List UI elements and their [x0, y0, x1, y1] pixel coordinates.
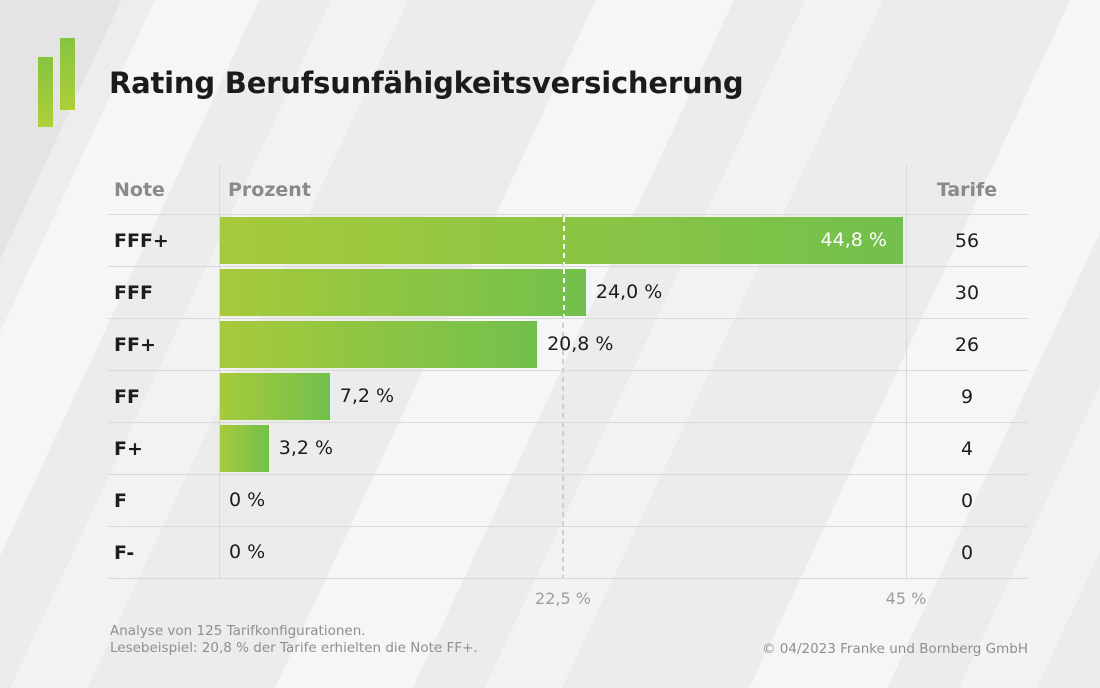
footnote-line2: Lesebeispiel: 20,8 % der Tarife erhielte…	[110, 640, 478, 656]
table-row: F- 0 % 0	[108, 527, 1028, 579]
rating-bar	[220, 373, 330, 420]
table-rows: FFF+ 44,8 % 56 FFF 24,0 % 30 FF+ 20,8 %	[108, 215, 1028, 579]
gridline-overlay	[562, 217, 565, 264]
footnote-line1: Analyse von 125 Tarifkonfigurationen.	[110, 623, 366, 639]
tarife-value: 30	[954, 281, 980, 304]
bar-cell: 0 %	[220, 475, 906, 526]
header-note: Note	[114, 178, 165, 201]
column-separator-note	[219, 165, 220, 579]
note-label: F-	[114, 541, 135, 564]
bar-cell: 20,8 %	[220, 319, 906, 370]
rating-table: Note Prozent Tarife FFF+ 44,8 % 56 FFF 2…	[108, 165, 1028, 608]
gridline-overlay	[562, 269, 565, 316]
copyright: © 04/2023 Franke und Bornberg GmbH	[761, 641, 1028, 657]
rating-bar	[220, 321, 538, 368]
axis-tick: 22,5 %	[535, 589, 591, 608]
bar-cell: 7,2 %	[220, 371, 906, 422]
note-label: FF	[114, 385, 140, 408]
table-row: FFF 24,0 % 30	[108, 267, 1028, 319]
note-cell: F-	[108, 527, 219, 578]
logo-bar-left-icon	[38, 57, 53, 127]
percent-label: 20,8 %	[547, 333, 614, 355]
note-cell: FFF	[108, 267, 219, 318]
note-label: FFF+	[114, 229, 169, 252]
table-header: Note Prozent Tarife	[108, 165, 1028, 215]
rating-bar	[220, 425, 269, 472]
table-row: F+ 3,2 % 4	[108, 423, 1028, 475]
bar-cell: 0 %	[220, 527, 906, 578]
note-cell: F	[108, 475, 219, 526]
column-separator-tarife	[906, 165, 907, 579]
tarife-cell: 30	[906, 267, 1028, 318]
axis-tick: 45 %	[885, 589, 927, 608]
gridline-22-5-percent	[562, 215, 564, 579]
bar-cell: 3,2 %	[220, 423, 906, 474]
bar-cell: 44,8 %	[220, 215, 906, 266]
percent-label: 24,0 %	[595, 281, 663, 303]
tarife-value: 4	[960, 437, 974, 460]
table-row: FF+ 20,8 % 26	[108, 319, 1028, 371]
tarife-cell: 9	[906, 371, 1028, 422]
note-label: F+	[114, 437, 143, 460]
percent-label: 44,8 %	[820, 229, 887, 251]
note-cell: F+	[108, 423, 219, 474]
tarife-value: 26	[954, 333, 980, 356]
note-label: F	[114, 489, 127, 512]
rating-bar	[220, 269, 586, 316]
page-title: Rating Berufsunfähigkeitsversicherung	[109, 66, 744, 100]
footnote: Analyse von 125 Tarifkonfigurationen. Le…	[110, 623, 478, 657]
table-row: FF 7,2 % 9	[108, 371, 1028, 423]
percent-label: 7,2 %	[339, 385, 395, 407]
header-prozent: Prozent	[228, 178, 311, 201]
tarife-value: 0	[960, 489, 974, 512]
tarife-cell: 26	[906, 319, 1028, 370]
note-label: FFF	[114, 281, 153, 304]
tarife-cell: 0	[906, 527, 1028, 578]
tarife-value: 9	[960, 385, 974, 408]
tarife-cell: 56	[906, 215, 1028, 266]
tarife-value: 56	[954, 229, 980, 252]
percent-label: 0 %	[229, 541, 266, 563]
percent-label: 3,2 %	[278, 437, 334, 459]
table-row: FFF+ 44,8 % 56	[108, 215, 1028, 267]
logo-bar-right-icon	[60, 38, 75, 110]
percent-label: 0 %	[229, 489, 266, 511]
tarife-value: 0	[960, 541, 974, 564]
note-cell: FF+	[108, 319, 219, 370]
table-row: F 0 % 0	[108, 475, 1028, 527]
note-cell: FFF+	[108, 215, 219, 266]
bar-cell: 24,0 %	[220, 267, 906, 318]
rating-bar	[220, 217, 903, 264]
tarife-cell: 4	[906, 423, 1028, 474]
note-cell: FF	[108, 371, 219, 422]
header-tarife: Tarife	[936, 178, 998, 201]
note-label: FF+	[114, 333, 156, 356]
tarife-cell: 0	[906, 475, 1028, 526]
